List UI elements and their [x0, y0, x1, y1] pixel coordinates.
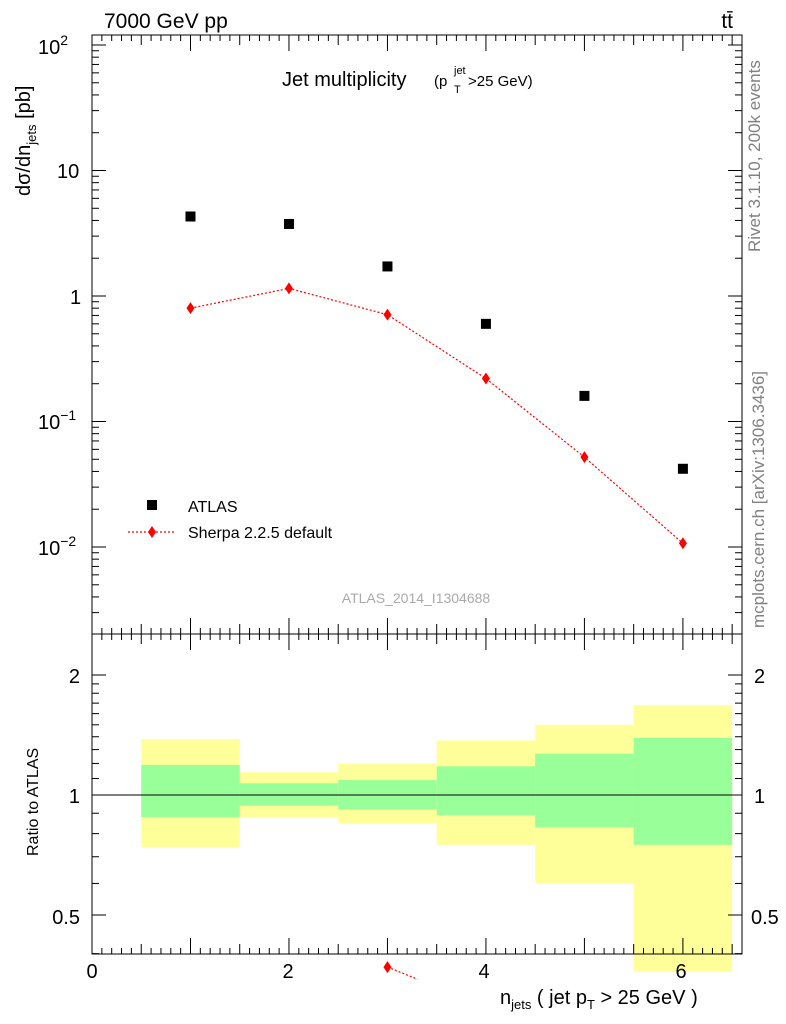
legend-sherpa-label: Sherpa 2.2.5 default: [188, 525, 333, 542]
atlas-point: [185, 211, 196, 222]
legend-atlas-label: ATLAS: [188, 499, 238, 516]
ratio-ytick-1: 1: [69, 786, 80, 808]
chart-title-sub-T: T: [454, 84, 461, 96]
chart-title: Jet multiplicity: [282, 69, 406, 91]
header-left: 7000 GeV pp: [104, 10, 228, 33]
ytick-label-1: 1: [70, 287, 81, 309]
main-axis-ticks: [91, 35, 742, 634]
ratio-ytick-0.5: 0.5: [52, 907, 80, 929]
legend-atlas-marker: [147, 500, 157, 510]
sherpa-points: [186, 282, 687, 550]
ratio-ytick-2-right: 2: [754, 666, 765, 688]
legend: ATLAS Sherpa 2.2.5 default: [128, 499, 333, 542]
chart-title-sub-end: >25 GeV): [468, 73, 533, 90]
ratio-band-inner: [633, 737, 733, 845]
atlas-point: [579, 390, 590, 401]
main-panel: Jet multiplicity (p T jet >25 GeV) dσ/dn…: [13, 32, 743, 635]
sherpa-point: [186, 302, 195, 315]
xtick-2: 2: [282, 961, 293, 983]
ratio-band-inner: [535, 753, 634, 828]
ratio-points: [383, 961, 418, 980]
header-right: tt̄: [721, 10, 733, 33]
sherpa-point: [481, 372, 490, 385]
sherpa-point: [580, 451, 589, 464]
ratio-ytick-2: 2: [69, 666, 80, 688]
legend-sherpa-marker: [148, 526, 156, 538]
x-tick-labels: 0 2 4 6: [86, 961, 686, 983]
atlas-point: [480, 318, 491, 329]
ytick-label-0.01: 10−2: [38, 533, 76, 560]
rivet-label: Rivet 3.1.10, 200k events: [745, 60, 764, 252]
analysis-watermark: ATLAS_2014_I1304688: [342, 590, 491, 606]
ratio-band-inner: [436, 766, 536, 816]
atlas-point: [283, 218, 294, 229]
ratio-panel: Ratio to ATLAS 2 1 0.5 2 1 0.5 0 2 4 6 n…: [25, 633, 779, 1012]
y-axis-label: dσ/dnjets [pb]: [13, 86, 39, 196]
mcplots-label: mcplots.cern.ch [arXiv:1306.3436]: [749, 371, 768, 628]
ratio-y-tick-labels-left: 2 1 0.5: [52, 666, 80, 929]
ratio-y-axis-label: Ratio to ATLAS: [25, 748, 42, 856]
sherpa-point: [284, 282, 293, 295]
xtick-4: 4: [478, 961, 489, 983]
x-axis-label: njets ( jet pT > 25 GeV ): [500, 987, 698, 1012]
sherpa-point: [383, 308, 392, 321]
main-y-tick-labels: 102 10 1 10−1 10−2: [38, 32, 81, 560]
ratio-ytick-0.5-right: 0.5: [751, 907, 779, 929]
ratio-band-inner: [239, 783, 339, 806]
sherpa-line: [190, 287, 684, 544]
atlas-point: [677, 463, 688, 474]
sherpa-point: [678, 537, 687, 550]
ratio-band-inner: [141, 764, 240, 818]
ratio-sherpa-line: [387, 966, 418, 980]
xtick-6: 6: [675, 961, 686, 983]
ytick-label-100: 102: [38, 32, 68, 59]
ratio-frame: [91, 633, 743, 955]
chart-title-sub-jet: jet: [453, 65, 466, 77]
ratio-bands: [141, 705, 733, 972]
atlas-point: [382, 261, 393, 272]
atlas-points: [185, 211, 688, 474]
ytick-label-10: 10: [57, 161, 79, 183]
ytick-label-0.1: 10−1: [38, 407, 76, 434]
ratio-y-tick-labels-right: 2 1 0.5: [751, 666, 779, 929]
xtick-0: 0: [86, 961, 97, 983]
ratio-ytick-1-right: 1: [754, 786, 765, 808]
chart-title-sub: (p: [434, 73, 447, 90]
